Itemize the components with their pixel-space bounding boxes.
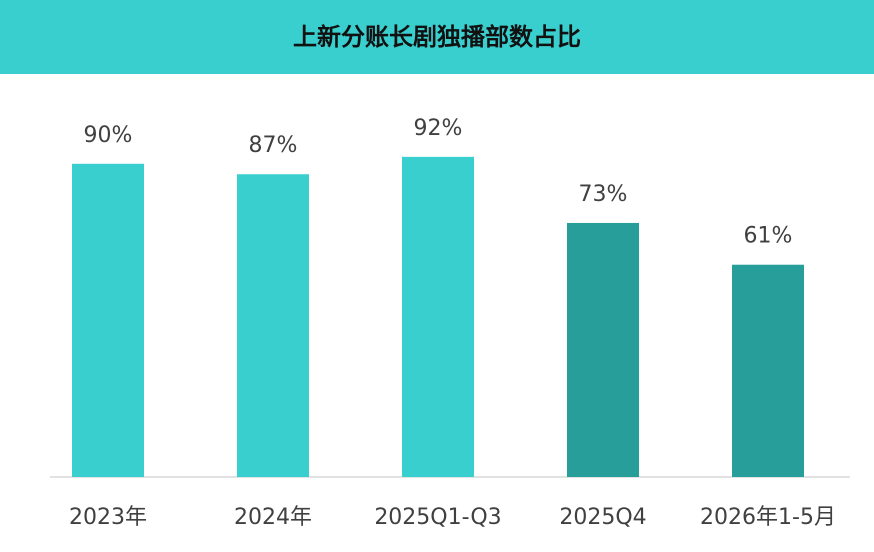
- bar: [402, 156, 474, 477]
- x-tick-label: 2024年: [234, 505, 312, 530]
- bar: [72, 163, 144, 478]
- chart-title: 上新分账长剧独播部数占比: [293, 23, 581, 51]
- bar: [237, 174, 309, 478]
- value-label: 61%: [744, 224, 793, 249]
- title-banner: [0, 0, 874, 74]
- value-label: 90%: [84, 123, 133, 148]
- bar: [732, 264, 804, 477]
- value-label: 92%: [414, 116, 463, 141]
- x-tick-label: 2023年: [69, 505, 147, 530]
- x-tick-label: 2026年1-5月: [700, 505, 836, 530]
- x-tick-label: 2025Q1-Q3: [374, 505, 501, 530]
- x-tick-label: 2025Q4: [559, 505, 646, 530]
- value-label: 73%: [579, 182, 628, 207]
- bar: [567, 222, 639, 477]
- value-label: 87%: [249, 133, 298, 158]
